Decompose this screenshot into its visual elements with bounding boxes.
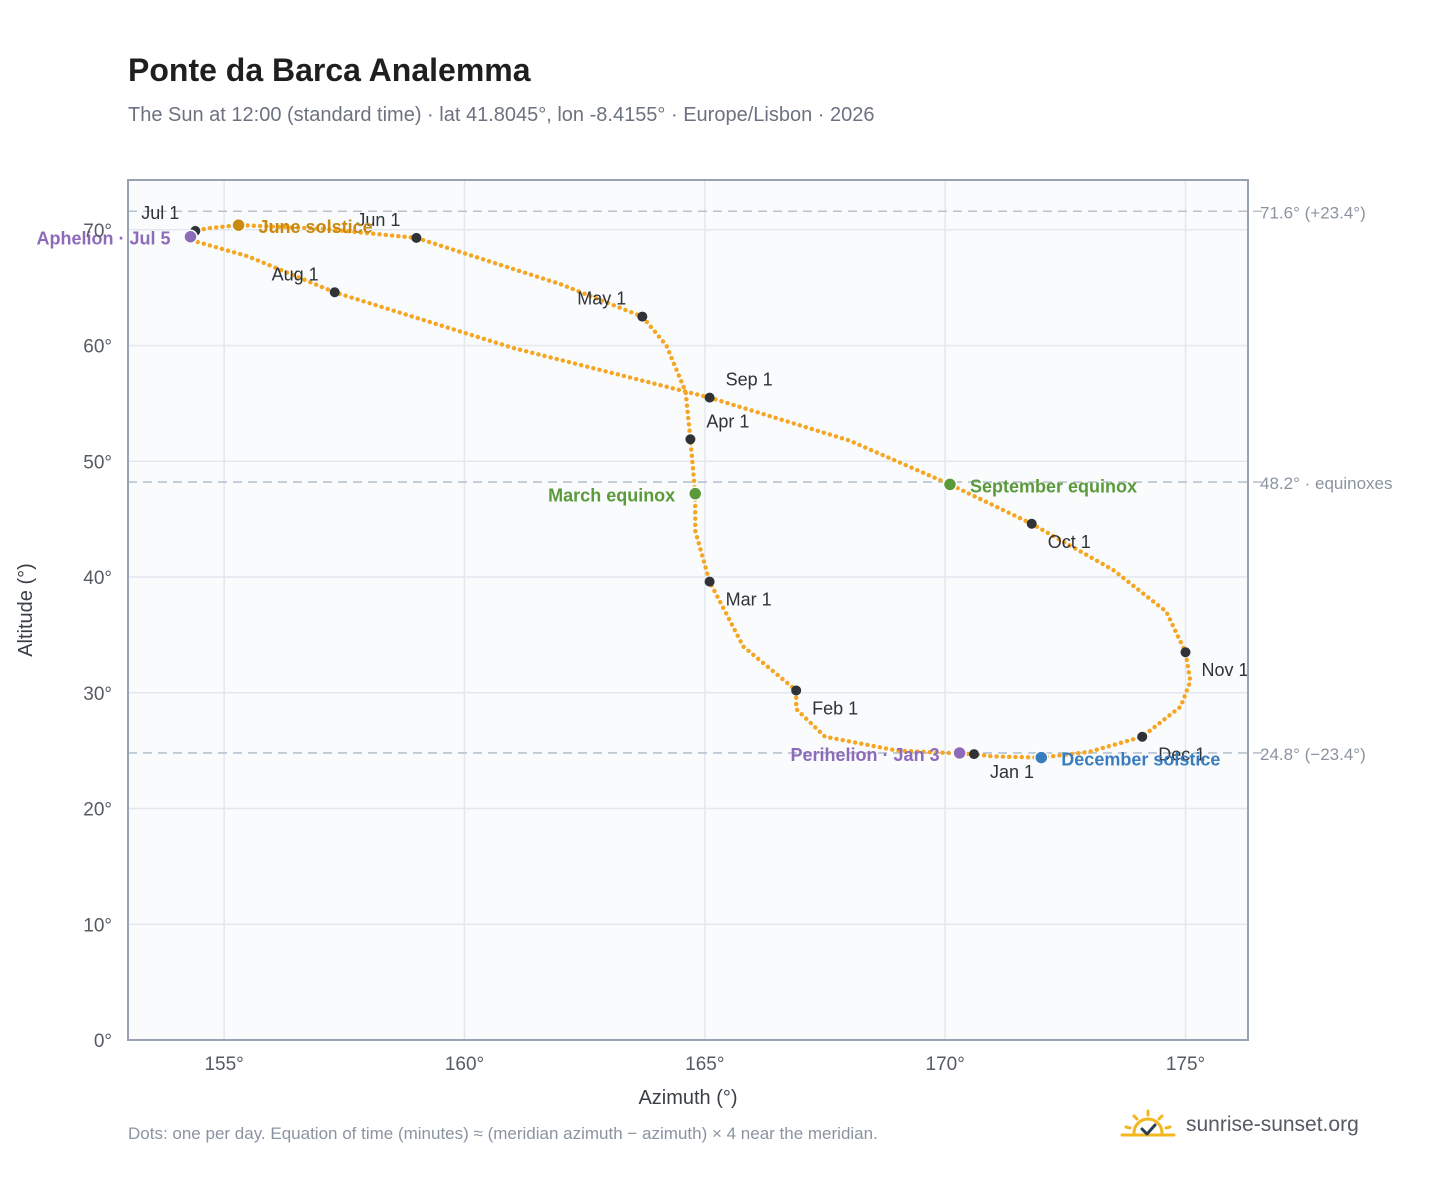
reference-line-label: 48.2° · equinoxes bbox=[1260, 474, 1393, 493]
month-label: Aug 1 bbox=[272, 264, 319, 284]
month-marker bbox=[1180, 647, 1191, 658]
month-marker bbox=[637, 311, 648, 322]
plot-frame bbox=[127, 179, 1249, 1041]
plot-area bbox=[128, 180, 1248, 1040]
event-marker bbox=[183, 229, 198, 244]
chart-title: Ponte da Barca Analemma bbox=[128, 52, 531, 88]
event-label: September equinox bbox=[970, 476, 1137, 496]
month-label: Sep 1 bbox=[726, 370, 773, 390]
month-label: Oct 1 bbox=[1048, 532, 1091, 552]
month-marker bbox=[1137, 731, 1148, 742]
brand[interactable]: sunrise-sunset.org bbox=[1120, 1104, 1359, 1146]
y-tick-label: 60° bbox=[83, 337, 112, 358]
event-marker bbox=[942, 477, 958, 492]
x-tick-label: 155° bbox=[204, 1054, 243, 1075]
month-marker bbox=[969, 749, 980, 760]
event-label: Perihelion · Jan 3 bbox=[791, 745, 940, 765]
event-label: June solstice bbox=[259, 217, 373, 237]
month-label: Mar 1 bbox=[726, 590, 772, 610]
month-label: May 1 bbox=[577, 289, 626, 309]
footnote: Dots: one per day. Equation of time (min… bbox=[128, 1124, 878, 1143]
month-label: Apr 1 bbox=[706, 411, 749, 431]
event-marker bbox=[231, 217, 246, 233]
month-label: Jan 1 bbox=[990, 762, 1034, 782]
x-axis-ticks: 155° 160° 165° 170° 175° bbox=[204, 1054, 1205, 1075]
y-tick-label: 30° bbox=[83, 684, 112, 705]
y-tick-label: 40° bbox=[83, 568, 112, 589]
y-axis-label: Altitude (°) bbox=[15, 563, 37, 657]
y-tick-label: 50° bbox=[83, 452, 112, 473]
event-label: March equinox bbox=[548, 486, 675, 506]
y-tick-label: 0° bbox=[94, 1031, 112, 1052]
month-marker bbox=[791, 685, 802, 696]
chart-subtitle: The Sun at 12:00 (standard time) · lat 4… bbox=[128, 104, 875, 126]
x-axis-label: Azimuth (°) bbox=[638, 1087, 737, 1109]
y-tick-label: 10° bbox=[83, 915, 112, 936]
brand-name[interactable]: sunrise-sunset.org bbox=[1186, 1113, 1359, 1136]
reference-line-label: 24.8° (−23.4°) bbox=[1260, 745, 1366, 764]
month-label: Jul 1 bbox=[141, 203, 179, 223]
y-tick-label: 20° bbox=[83, 800, 112, 821]
month-label: Jun 1 bbox=[356, 210, 400, 230]
y-axis-ticks: 0° 10° 20° 30° 40° 50° 60° 70° bbox=[83, 221, 112, 1052]
event-marker bbox=[952, 745, 967, 761]
month-label: Feb 1 bbox=[812, 698, 858, 718]
month-marker bbox=[329, 287, 340, 298]
event-marker bbox=[687, 486, 703, 501]
event-label: Aphelion · Jul 5 bbox=[36, 229, 170, 249]
month-marker bbox=[1026, 518, 1037, 529]
reference-line-label: 71.6° (+23.4°) bbox=[1260, 203, 1366, 222]
sun-check-icon bbox=[1120, 1109, 1176, 1137]
event-label: December solstice bbox=[1061, 750, 1220, 770]
month-marker bbox=[704, 576, 715, 587]
y-tick-label: 70° bbox=[83, 221, 112, 242]
month-label: Nov 1 bbox=[1202, 660, 1249, 680]
month-label: Dec 1 bbox=[1158, 745, 1205, 765]
x-tick-label: 165° bbox=[685, 1054, 724, 1075]
month-markers: Jan 1 Feb 1 Mar 1 Apr 1 May 1 Jun 1 Jul 1 Aug 1… bbox=[141, 203, 1248, 782]
event-markers: June solstice December solstice March equi… bbox=[36, 217, 1220, 769]
month-marker bbox=[704, 392, 715, 403]
x-tick-label: 175° bbox=[1166, 1054, 1205, 1075]
x-tick-label: 170° bbox=[926, 1054, 965, 1075]
month-marker bbox=[685, 434, 696, 445]
month-marker bbox=[411, 232, 422, 243]
event-marker bbox=[1034, 750, 1049, 765]
x-tick-label: 160° bbox=[445, 1054, 484, 1075]
